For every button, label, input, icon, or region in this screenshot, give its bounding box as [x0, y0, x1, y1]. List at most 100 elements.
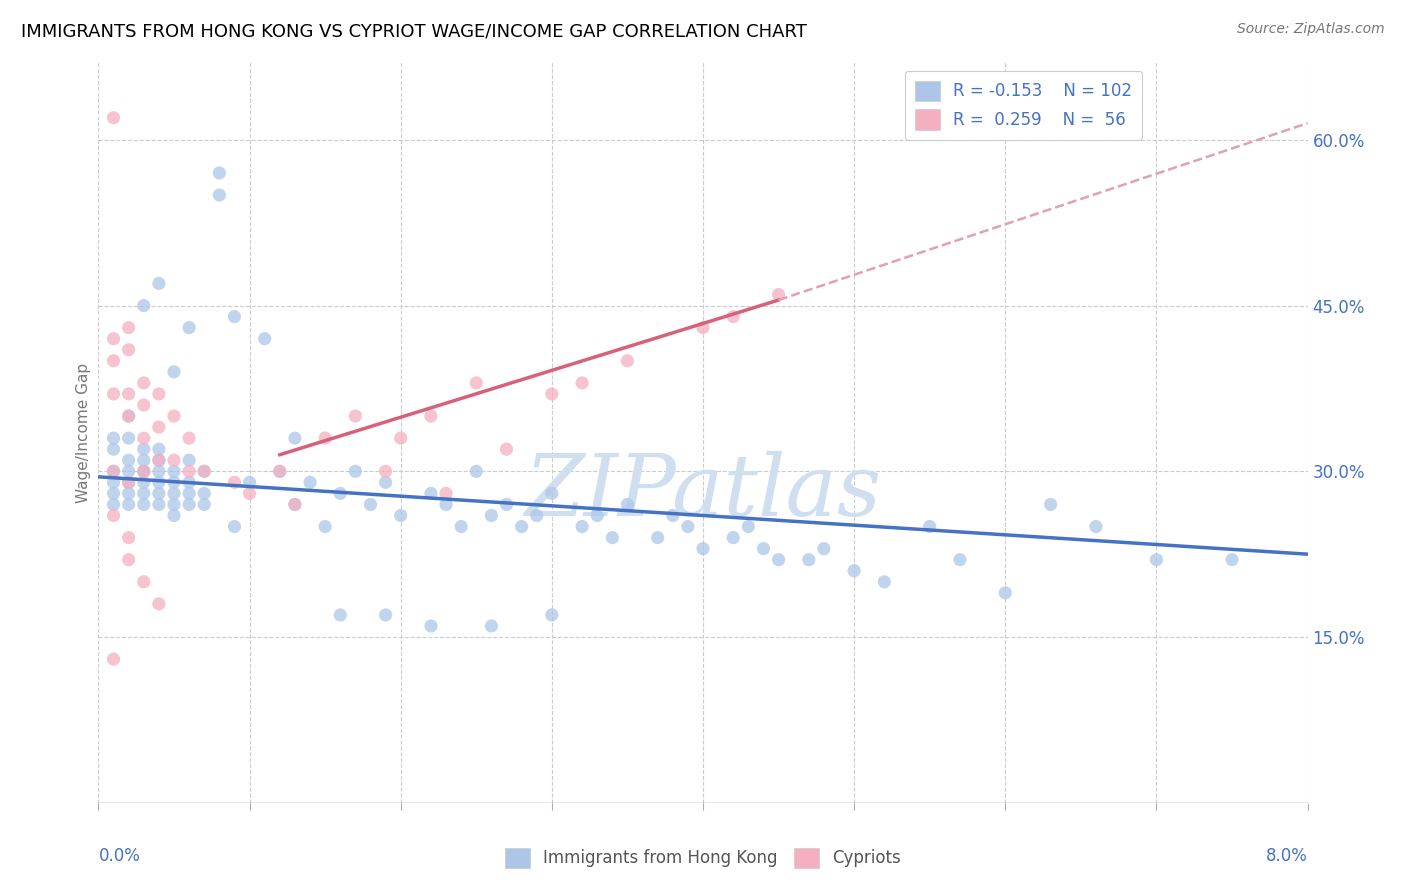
Point: [118, 498, 141, 512]
Point: [208, 166, 231, 180]
Point: [103, 353, 125, 368]
Point: [616, 353, 638, 368]
Point: [103, 387, 125, 401]
Point: [118, 453, 141, 467]
Point: [118, 531, 141, 545]
Point: [495, 442, 517, 457]
Point: [344, 409, 367, 423]
Point: [692, 541, 714, 556]
Point: [148, 464, 170, 478]
Point: [163, 486, 186, 500]
Point: [148, 277, 170, 291]
Point: [103, 652, 125, 666]
Point: [132, 398, 155, 412]
Point: [1146, 552, 1168, 566]
Point: [179, 475, 201, 490]
Point: [132, 574, 155, 589]
Point: [540, 387, 562, 401]
Point: [132, 486, 155, 500]
Text: 8.0%: 8.0%: [1265, 847, 1308, 865]
Text: IMMIGRANTS FROM HONG KONG VS CYPRIOT WAGE/INCOME GAP CORRELATION CHART: IMMIGRANTS FROM HONG KONG VS CYPRIOT WAG…: [21, 22, 807, 40]
Point: [103, 475, 125, 490]
Point: [118, 486, 141, 500]
Point: [389, 508, 412, 523]
Point: [163, 508, 186, 523]
Point: [918, 519, 941, 533]
Point: [768, 287, 790, 301]
Point: [224, 475, 246, 490]
Point: [148, 420, 170, 434]
Point: [163, 365, 186, 379]
Point: [420, 409, 443, 423]
Point: [571, 376, 593, 390]
Point: [118, 409, 141, 423]
Point: [148, 442, 170, 457]
Point: [179, 464, 201, 478]
Point: [465, 376, 488, 390]
Point: [132, 475, 155, 490]
Point: [239, 486, 262, 500]
Point: [103, 332, 125, 346]
Point: [118, 475, 141, 490]
Text: ZIPatlas: ZIPatlas: [524, 450, 882, 533]
Point: [434, 486, 457, 500]
Point: [103, 111, 125, 125]
Point: [163, 409, 186, 423]
Point: [163, 453, 186, 467]
Legend: Immigrants from Hong Kong, Cypriots: Immigrants from Hong Kong, Cypriots: [498, 841, 908, 875]
Point: [163, 464, 186, 478]
Point: [179, 498, 201, 512]
Point: [314, 431, 336, 445]
Point: [132, 453, 155, 467]
Point: [1039, 498, 1062, 512]
Point: [103, 464, 125, 478]
Point: [132, 464, 155, 478]
Point: [420, 619, 443, 633]
Point: [132, 431, 155, 445]
Point: [118, 387, 141, 401]
Point: [723, 531, 745, 545]
Point: [193, 486, 215, 500]
Point: [450, 519, 472, 533]
Point: [344, 464, 367, 478]
Point: [103, 464, 125, 478]
Point: [193, 464, 215, 478]
Point: [481, 619, 503, 633]
Point: [374, 607, 396, 622]
Point: [661, 508, 683, 523]
Point: [949, 552, 972, 566]
Point: [284, 498, 307, 512]
Point: [118, 552, 141, 566]
Point: [284, 498, 307, 512]
Point: [179, 320, 201, 334]
Point: [132, 498, 155, 512]
Point: [132, 464, 155, 478]
Point: [389, 431, 412, 445]
Point: [224, 310, 246, 324]
Point: [103, 508, 125, 523]
Point: [844, 564, 866, 578]
Point: [103, 498, 125, 512]
Point: [193, 498, 215, 512]
Point: [284, 431, 307, 445]
Point: [586, 508, 609, 523]
Point: [132, 376, 155, 390]
Point: [540, 486, 562, 500]
Point: [118, 320, 141, 334]
Point: [676, 519, 699, 533]
Point: [360, 498, 382, 512]
Point: [797, 552, 820, 566]
Point: [994, 586, 1017, 600]
Point: [768, 552, 790, 566]
Point: [118, 409, 141, 423]
Point: [269, 464, 291, 478]
Point: [495, 498, 517, 512]
Point: [374, 464, 396, 478]
Point: [148, 475, 170, 490]
Legend: R = -0.153    N = 102, R =  0.259    N =  56: R = -0.153 N = 102, R = 0.259 N = 56: [904, 70, 1142, 140]
Point: [179, 453, 201, 467]
Y-axis label: Wage/Income Gap: Wage/Income Gap: [76, 362, 91, 503]
Point: [132, 464, 155, 478]
Point: [179, 431, 201, 445]
Point: [1220, 552, 1243, 566]
